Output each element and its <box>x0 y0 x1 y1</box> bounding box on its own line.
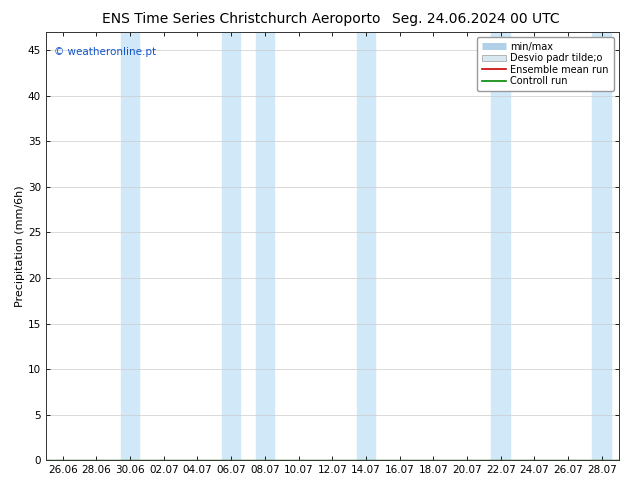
Y-axis label: Precipitation (mm/6h): Precipitation (mm/6h) <box>15 185 25 307</box>
Bar <box>357 32 375 460</box>
Text: Seg. 24.06.2024 00 UTC: Seg. 24.06.2024 00 UTC <box>392 12 559 26</box>
Text: © weatheronline.pt: © weatheronline.pt <box>55 47 157 57</box>
Bar <box>592 32 611 460</box>
Bar <box>491 32 510 460</box>
Bar <box>256 32 274 460</box>
Bar <box>121 32 139 460</box>
Text: ENS Time Series Christchurch Aeroporto: ENS Time Series Christchurch Aeroporto <box>101 12 380 26</box>
Bar <box>222 32 240 460</box>
Legend: min/max, Desvio padr tilde;o, Ensemble mean run, Controll run: min/max, Desvio padr tilde;o, Ensemble m… <box>477 37 614 91</box>
